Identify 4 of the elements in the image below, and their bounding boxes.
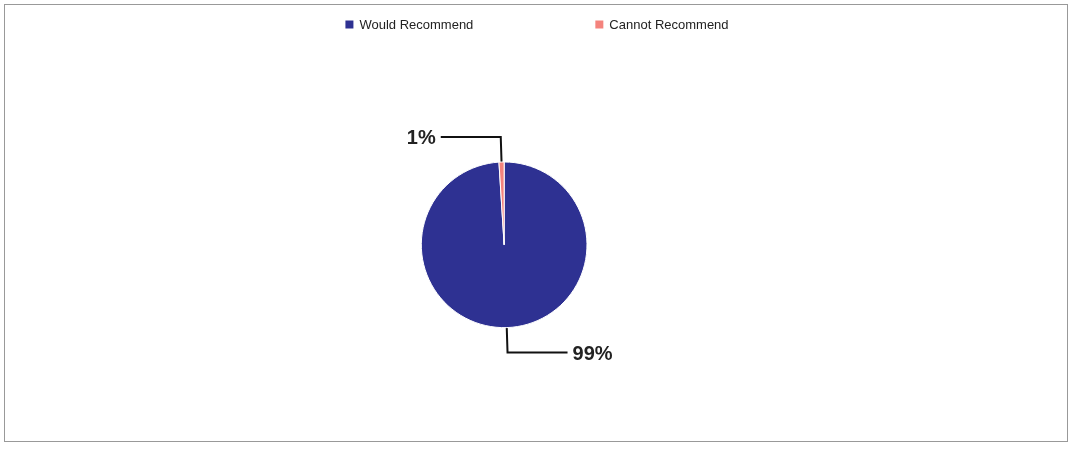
legend-label: Would Recommend <box>359 17 474 32</box>
data-label: 99% <box>572 341 613 364</box>
legend-label: Cannot Recommend <box>609 17 729 32</box>
data-label: 1% <box>406 126 436 149</box>
